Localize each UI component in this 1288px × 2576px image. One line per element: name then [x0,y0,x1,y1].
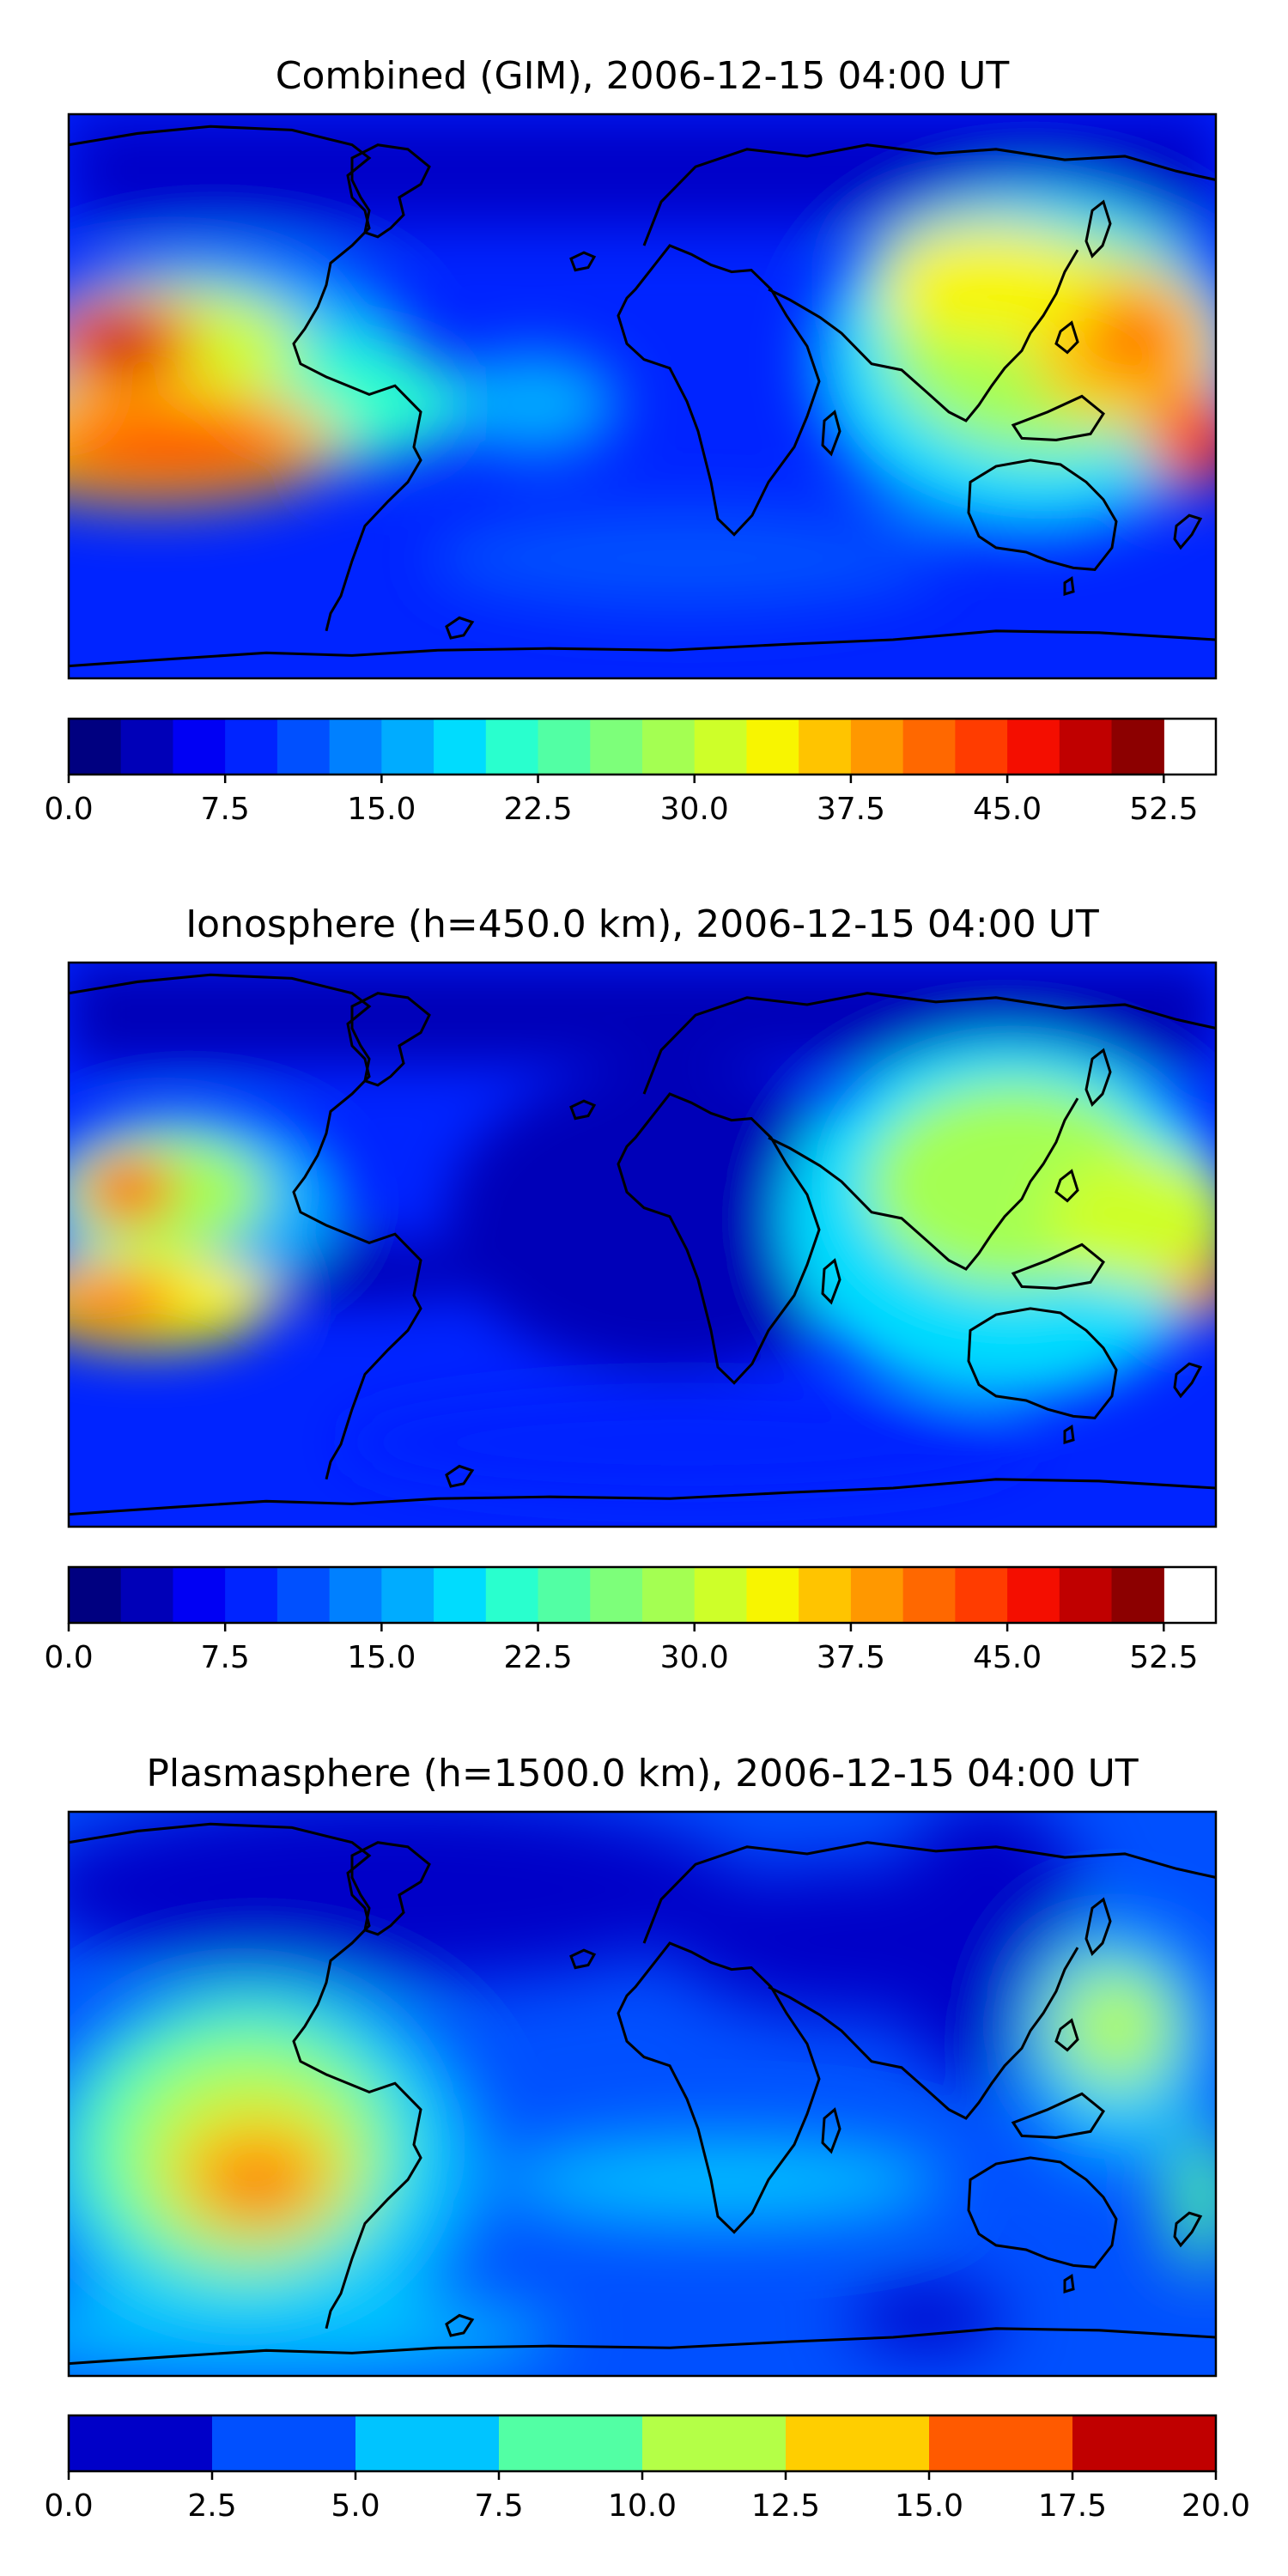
colorbar-segment [1007,1567,1060,1623]
colorbar-segment [538,719,591,775]
colorbar-segment [329,719,382,775]
colorbar-segment [1059,1567,1113,1623]
colorbar-segment [590,719,643,775]
colorbar-segment [225,719,278,775]
colorbar-segment [642,1567,696,1623]
colorbar-tick-label: 2.5 [187,2488,236,2524]
colorbar-tick-label: 12.5 [751,2488,820,2524]
colorbar-tick-label: 15.0 [895,2488,963,2524]
colorbar-segment [212,2415,356,2471]
map-area [69,1812,1216,2376]
colorbar-segment [694,1567,748,1623]
panel-title: Combined (GIM), 2006-12-15 04:00 UT [276,54,1010,98]
colorbar-tick-label: 0.0 [44,792,93,827]
colorbar-segment [1111,1567,1164,1623]
colorbar-frame [67,1565,1218,1625]
panel-plasmasphere: Plasmasphere (h=1500.0 km), 2006-12-15 0… [44,1752,1250,2524]
colorbar-segment [786,2415,930,2471]
colorbar-tick-label: 5.0 [331,2488,380,2524]
colorbar-tick-label: 30.0 [660,792,729,827]
colorbar-tick-label: 45.0 [973,1640,1042,1675]
map-frame [67,112,1218,680]
panel-ionosphere: Ionosphere (h=450.0 km), 2006-12-15 04:0… [44,902,1218,1675]
colorbar-segment [381,1567,434,1623]
colorbar-segment [173,1567,226,1623]
colorbar-segment [276,719,331,775]
colorbar: 0.0 2.5 5.0 7.5 10.0 12.5 15.0 17.5 20.0 [44,2414,1250,2524]
colorbar-frame [67,717,1218,776]
colorbar-tick-label: 45.0 [973,792,1042,827]
colorbar-segment [499,2415,643,2471]
colorbar-tick-label: 15.0 [347,1640,416,1675]
colorbar-tick-label: 30.0 [660,1640,729,1675]
colorbar-segment [173,719,226,775]
colorbar-segment [381,719,434,775]
colorbar: 0.0 7.5 15.0 22.5 30.0 37.5 45.0 52.5 [44,717,1218,827]
colorbar-segment [1111,719,1164,775]
colorbar-segment [955,719,1008,775]
colorbar-segment [1007,719,1060,775]
colorbar-segment [329,1567,382,1623]
colorbar-tick-label: 52.5 [1129,1640,1198,1675]
panel-title: Ionosphere (h=450.0 km), 2006-12-15 04:0… [185,902,1099,946]
colorbar-tick-label: 17.5 [1038,2488,1107,2524]
map-area [69,963,1216,1527]
colorbar-segment [120,1567,174,1623]
colorbar-tick-label: 52.5 [1129,792,1198,827]
colorbar-segment [69,719,122,775]
colorbar-tick-label: 37.5 [817,1640,885,1675]
colorbar-segment [1059,719,1113,775]
colorbar-tick-label: 7.5 [201,792,250,827]
map-area [69,114,1216,678]
colorbar-tick-label: 0.0 [44,1640,93,1675]
colorbar-segment [225,1567,278,1623]
colorbar-segment [642,2415,787,2471]
colorbar-segment [799,1567,852,1623]
colorbar-segment [642,719,696,775]
colorbar-segment [434,1567,487,1623]
panel-combined: Combined (GIM), 2006-12-15 04:00 UT [44,54,1218,827]
colorbar-segment [120,719,174,775]
colorbar-segment [434,719,487,775]
colorbar-segment [276,1567,331,1623]
colorbar-segment [955,1567,1008,1623]
colorbar-tick-label: 22.5 [503,1640,572,1675]
colorbar-segment [69,2415,213,2471]
colorbar-segment [538,1567,591,1623]
colorbar-segment [799,719,852,775]
colorbar-tick-label: 7.5 [474,2488,523,2524]
colorbar: 0.0 7.5 15.0 22.5 30.0 37.5 45.0 52.5 [44,1565,1218,1675]
colorbar-segment [485,719,539,775]
colorbar-segment [590,1567,643,1623]
colorbar-segment [69,1567,122,1623]
tec-field [69,963,1216,1494]
colorbar-segment [694,719,748,775]
colorbar-segment [850,1567,904,1623]
colorbar-tick-label: 7.5 [201,1640,250,1675]
colorbar-segment [929,2415,1073,2471]
tec-field [69,114,1216,610]
colorbar-tick-label: 22.5 [503,792,572,827]
colorbar-segment [850,719,904,775]
colorbar-tick-label: 20.0 [1182,2488,1250,2524]
colorbar-segment [485,1567,539,1623]
colorbar-tick-label: 0.0 [44,2488,93,2524]
colorbar-segment [902,1567,956,1623]
colorbar-segment [355,2415,500,2471]
colorbar-segment [902,719,956,775]
colorbar-segment [746,719,799,775]
colorbar-tick-label: 10.0 [608,2488,677,2524]
colorbar-tick-label: 15.0 [347,792,416,827]
colorbar-tick-label: 37.5 [817,792,885,827]
map-frame [67,1810,1218,2378]
colorbar-segment [746,1567,799,1623]
colorbar-segment [1072,2415,1217,2471]
map-frame [67,961,1218,1528]
panel-title: Plasmasphere (h=1500.0 km), 2006-12-15 0… [146,1752,1138,1795]
